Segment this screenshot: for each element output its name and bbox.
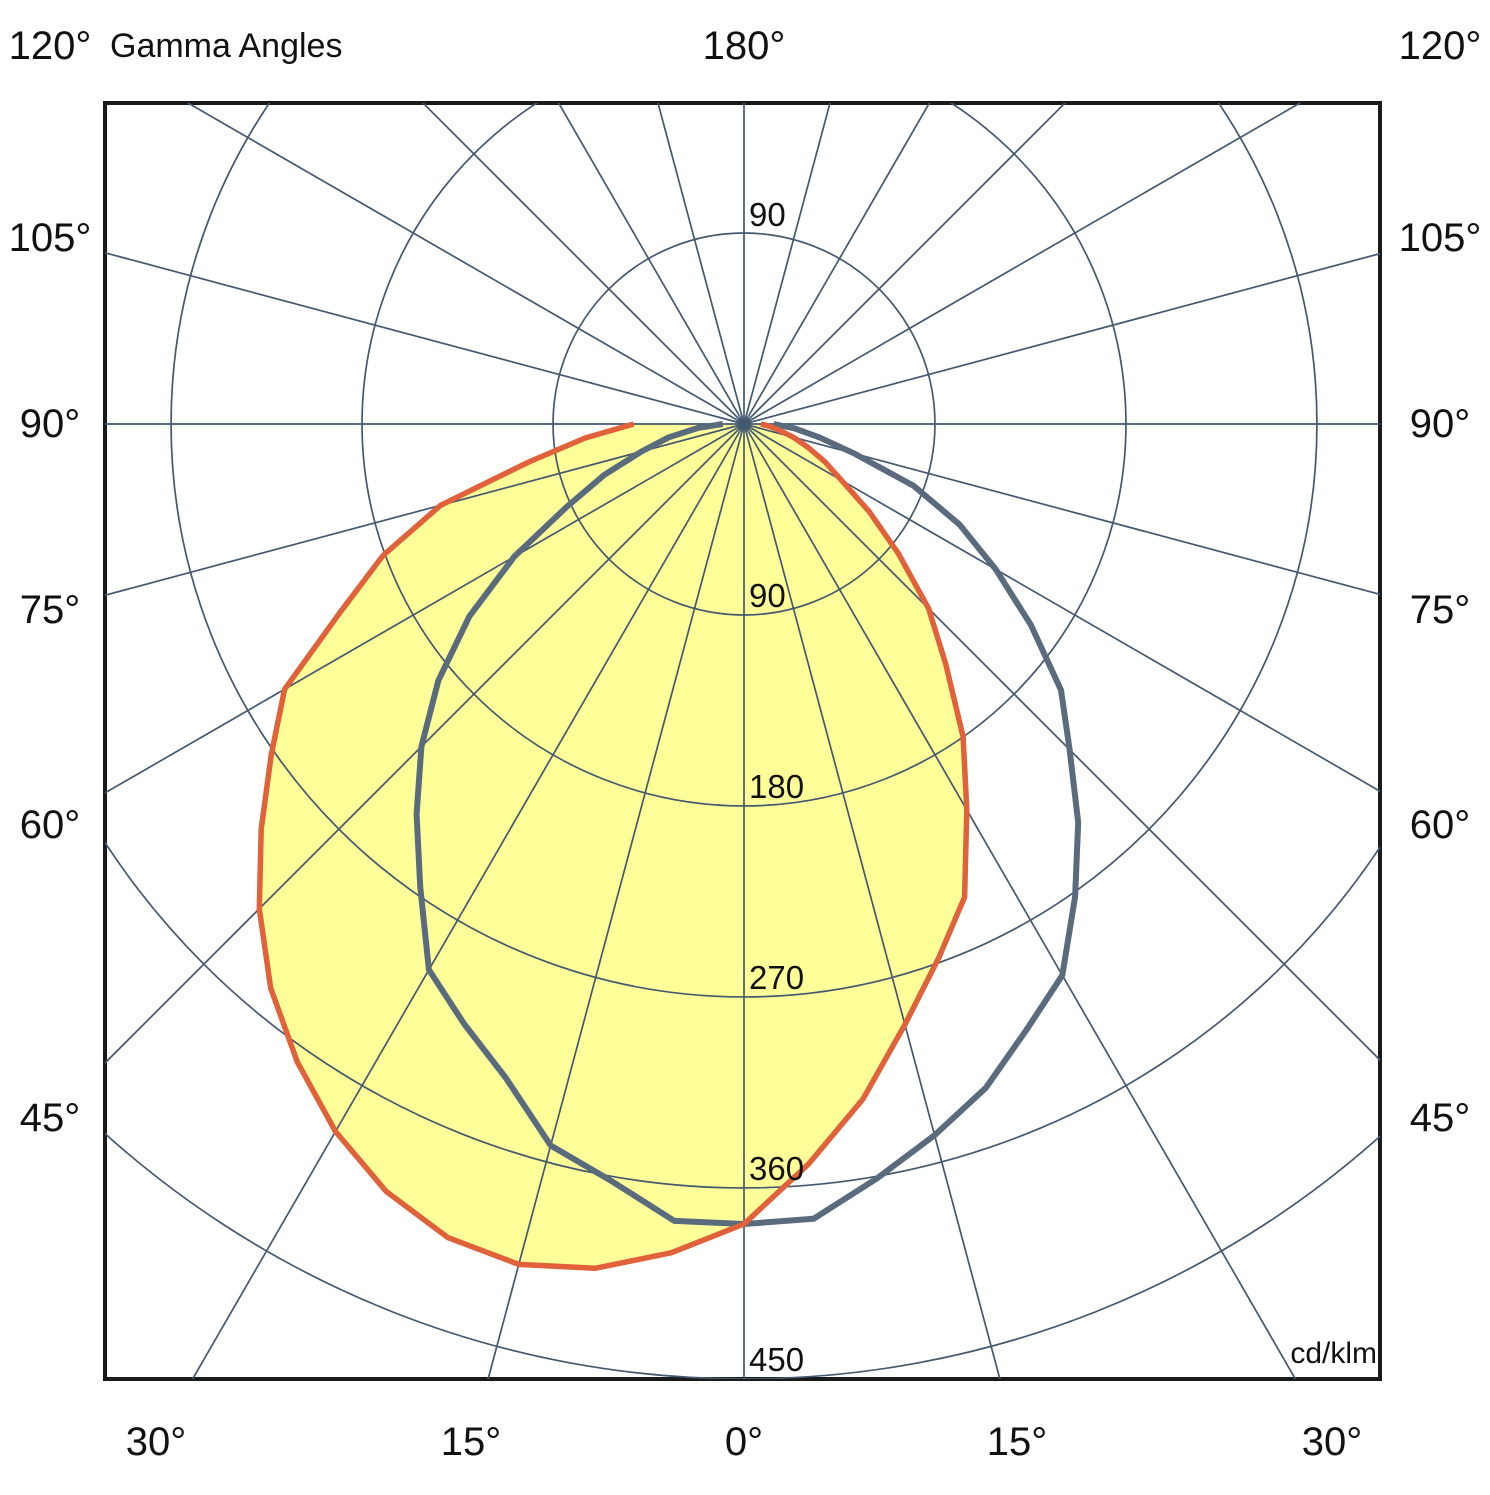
gamma-label-right-105: 105° — [1399, 216, 1482, 260]
radial-tick-label-360: 360 — [749, 1150, 804, 1187]
radial-tick-label-180: 180 — [749, 768, 804, 805]
chart-title: Gamma Angles — [110, 27, 342, 65]
radial-tick-label-450: 450 — [749, 1341, 804, 1378]
gamma-ray-315 — [105, 423, 745, 1065]
curve-c0-c180 — [256, 421, 970, 1272]
gamma-ray-210 — [557, 103, 745, 425]
gamma-ray-120 — [743, 103, 1302, 425]
c0-c180-fill-region — [259, 424, 967, 1269]
gamma-ray-15 — [743, 423, 1001, 1379]
gamma-ray-60 — [743, 423, 1380, 793]
axis-labels-layer: 90 90 180 270 360 450 120° 105° 90° 75° 60° 45° 120°… — [9, 24, 1482, 1464]
gamma-label-bottom--15: 15° — [441, 1420, 502, 1464]
gamma-ray-330 — [191, 423, 745, 1379]
gamma-label-right-45: 45° — [1410, 1096, 1471, 1140]
gamma-label-right-120: 120° — [1399, 24, 1482, 68]
gamma-ray-240 — [186, 103, 745, 425]
gamma-ray-225 — [421, 103, 745, 425]
gamma-axis-top-label: 180° — [703, 24, 786, 68]
unit-label: cd/klm — [1290, 1337, 1377, 1370]
gamma-ray-255 — [105, 251, 745, 425]
gamma-ray-150 — [743, 103, 931, 425]
gamma-label-left-60: 60° — [20, 803, 81, 847]
gamma-ray-195 — [657, 103, 745, 425]
gamma-ray-45 — [743, 423, 1380, 1062]
gamma-label-left-90: 90° — [20, 402, 81, 446]
gamma-label-bottom-15: 15° — [987, 1420, 1048, 1464]
gamma-ray-30 — [743, 423, 1297, 1379]
gamma-ray-285 — [105, 423, 745, 597]
gamma-label-right-75: 75° — [1410, 588, 1471, 632]
gamma-ray-165 — [743, 103, 831, 425]
gamma-ray-135 — [743, 103, 1067, 425]
gamma-label-left-120: 120° — [9, 24, 92, 68]
gamma-label-bottom-30: 30° — [1302, 1420, 1363, 1464]
radial-tick-label-above-90: 90 — [749, 196, 786, 233]
gamma-label-right-60: 60° — [1410, 803, 1471, 847]
gamma-label-left-45: 45° — [20, 1096, 81, 1140]
gamma-ray-300 — [105, 423, 745, 794]
radial-tick-label-90: 90 — [749, 577, 786, 614]
radial-tick-label-270: 270 — [749, 959, 804, 996]
gamma-ray-345 — [487, 423, 745, 1379]
gamma-label-bottom-0: 0° — [725, 1420, 763, 1464]
gamma-label-bottom--30: 30° — [126, 1420, 187, 1464]
gamma-label-left-75: 75° — [20, 588, 81, 632]
gamma-label-left-105: 105° — [9, 216, 92, 260]
gamma-ray-75 — [743, 423, 1380, 596]
gamma-ray-105 — [743, 252, 1380, 425]
gamma-label-right-90: 90° — [1410, 402, 1471, 446]
